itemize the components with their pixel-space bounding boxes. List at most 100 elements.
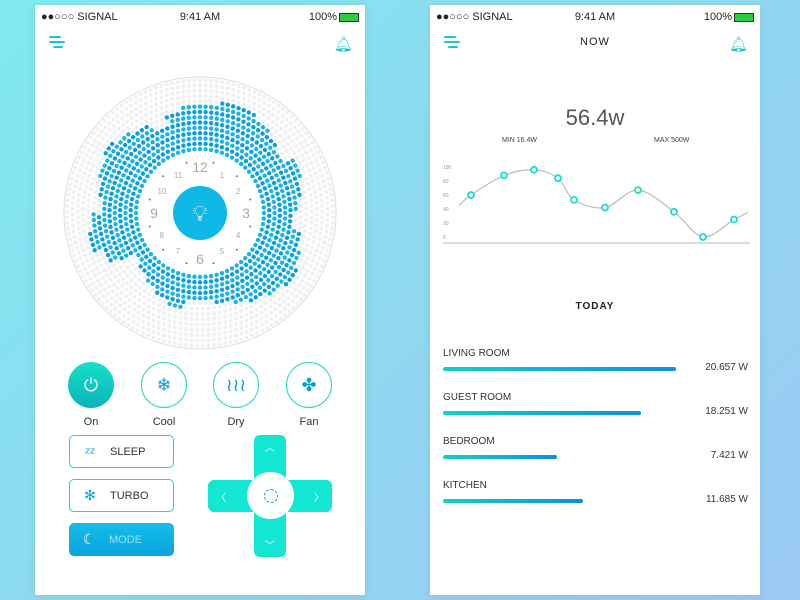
bg-dot xyxy=(99,250,104,255)
level-dot xyxy=(265,128,270,133)
level-dot xyxy=(267,183,272,188)
level-dot xyxy=(246,251,252,257)
level-dot xyxy=(130,178,135,183)
on-button[interactable]: ⏻ xyxy=(68,362,114,408)
data-point[interactable] xyxy=(634,186,642,194)
dry-button[interactable]: ≀≀≀ xyxy=(213,362,259,408)
bg-dot xyxy=(200,327,205,332)
up-arrow-icon[interactable]: ︿ xyxy=(265,443,275,454)
bell-icon[interactable]: 🔔︎ xyxy=(728,36,748,53)
data-point[interactable] xyxy=(500,171,508,180)
dpad-center-button[interactable] xyxy=(247,472,294,519)
bg-dot xyxy=(87,192,92,197)
level-dot xyxy=(175,145,181,150)
data-point[interactable] xyxy=(530,165,538,174)
bg-dot xyxy=(304,218,309,223)
level-dot xyxy=(141,140,146,145)
menu-icon[interactable] xyxy=(49,36,65,50)
data-point[interactable] xyxy=(699,233,707,241)
data-point[interactable] xyxy=(467,191,475,199)
down-arrow-icon[interactable]: ﹀ xyxy=(265,541,275,552)
sleep-button[interactable]: ᶻᶻ SLEEP xyxy=(69,435,174,468)
bg-dot xyxy=(137,292,142,297)
fan-button[interactable]: ✤ xyxy=(286,362,332,408)
level-dot xyxy=(208,147,214,153)
cool-button[interactable]: ❄ xyxy=(141,362,187,408)
bg-dot xyxy=(189,338,194,343)
data-point[interactable] xyxy=(554,174,562,183)
data-point[interactable] xyxy=(730,215,738,224)
bg-dot xyxy=(309,209,314,214)
bell-icon[interactable]: 🔔︎ xyxy=(333,36,353,53)
right-arrow-icon[interactable]: 〉 xyxy=(314,493,324,504)
level-dot xyxy=(268,163,274,168)
bg-dot xyxy=(200,322,205,327)
data-point[interactable] xyxy=(601,203,609,212)
level-dot xyxy=(278,183,283,188)
bg-dot xyxy=(279,151,284,156)
data-point[interactable] xyxy=(570,196,578,204)
level-dot xyxy=(220,117,225,123)
bg-dot xyxy=(314,248,319,253)
level-dot xyxy=(109,141,115,147)
level-dot xyxy=(192,279,197,285)
bg-dot xyxy=(214,79,219,84)
bg-dot xyxy=(178,331,183,336)
level-dot xyxy=(181,294,186,299)
level-dot xyxy=(261,281,267,287)
bg-dot xyxy=(263,295,268,300)
bg-dot xyxy=(271,113,276,118)
bg-dot xyxy=(82,229,87,234)
bg-dot xyxy=(184,332,189,337)
level-dot xyxy=(124,221,129,227)
bg-dot xyxy=(305,256,310,261)
bg-dot xyxy=(192,83,197,88)
level-dot xyxy=(234,158,239,163)
bg-dot xyxy=(82,171,87,176)
bg-dot xyxy=(325,206,330,211)
bg-dot xyxy=(223,308,228,313)
bg-dot xyxy=(314,201,319,206)
bg-dot xyxy=(131,319,136,324)
room-row[interactable]: GUEST ROOM 18.251 W xyxy=(443,392,748,417)
bg-dot xyxy=(249,333,254,338)
turbo-button[interactable]: ✻ TURBO xyxy=(69,479,174,512)
left-arrow-icon[interactable]: 〈 xyxy=(216,493,226,504)
bg-dot xyxy=(130,122,135,127)
bg-dot xyxy=(65,198,70,203)
level-dot xyxy=(208,142,214,147)
turbo-icon: ✻ xyxy=(84,487,96,503)
bg-dot xyxy=(107,121,112,126)
level-dot xyxy=(259,194,265,199)
level-dot xyxy=(197,141,203,146)
level-dot xyxy=(137,188,143,194)
room-row[interactable]: KITCHEN 11.685 W xyxy=(443,480,748,505)
level-dot xyxy=(170,124,175,129)
bg-dot xyxy=(170,91,175,96)
bg-dot xyxy=(307,155,312,160)
level-dot xyxy=(175,112,180,117)
bg-dot xyxy=(261,119,266,124)
bg-dot xyxy=(146,316,151,321)
bg-dot xyxy=(175,101,180,106)
level-dot xyxy=(160,152,166,157)
level-dot xyxy=(102,200,107,206)
bg-dot xyxy=(175,96,180,101)
bg-dot xyxy=(82,190,87,195)
level-dot xyxy=(291,247,297,253)
mode-button[interactable]: ☾ MODE xyxy=(69,523,174,556)
eco-bulb-button[interactable] xyxy=(173,186,227,240)
level-dot xyxy=(289,239,294,245)
data-point[interactable] xyxy=(670,207,678,216)
bg-dot xyxy=(192,94,197,99)
level-dot xyxy=(214,283,219,288)
menu-icon[interactable] xyxy=(444,36,460,50)
room-row[interactable]: LIVING ROOM 20.657 W xyxy=(443,348,748,373)
level-dot xyxy=(282,255,287,260)
level-dot xyxy=(269,273,275,279)
room-row[interactable]: BEDROOM 7.421 W xyxy=(443,436,748,461)
bg-dot xyxy=(283,156,288,161)
level-dot xyxy=(230,120,236,126)
bg-dot xyxy=(233,305,238,310)
